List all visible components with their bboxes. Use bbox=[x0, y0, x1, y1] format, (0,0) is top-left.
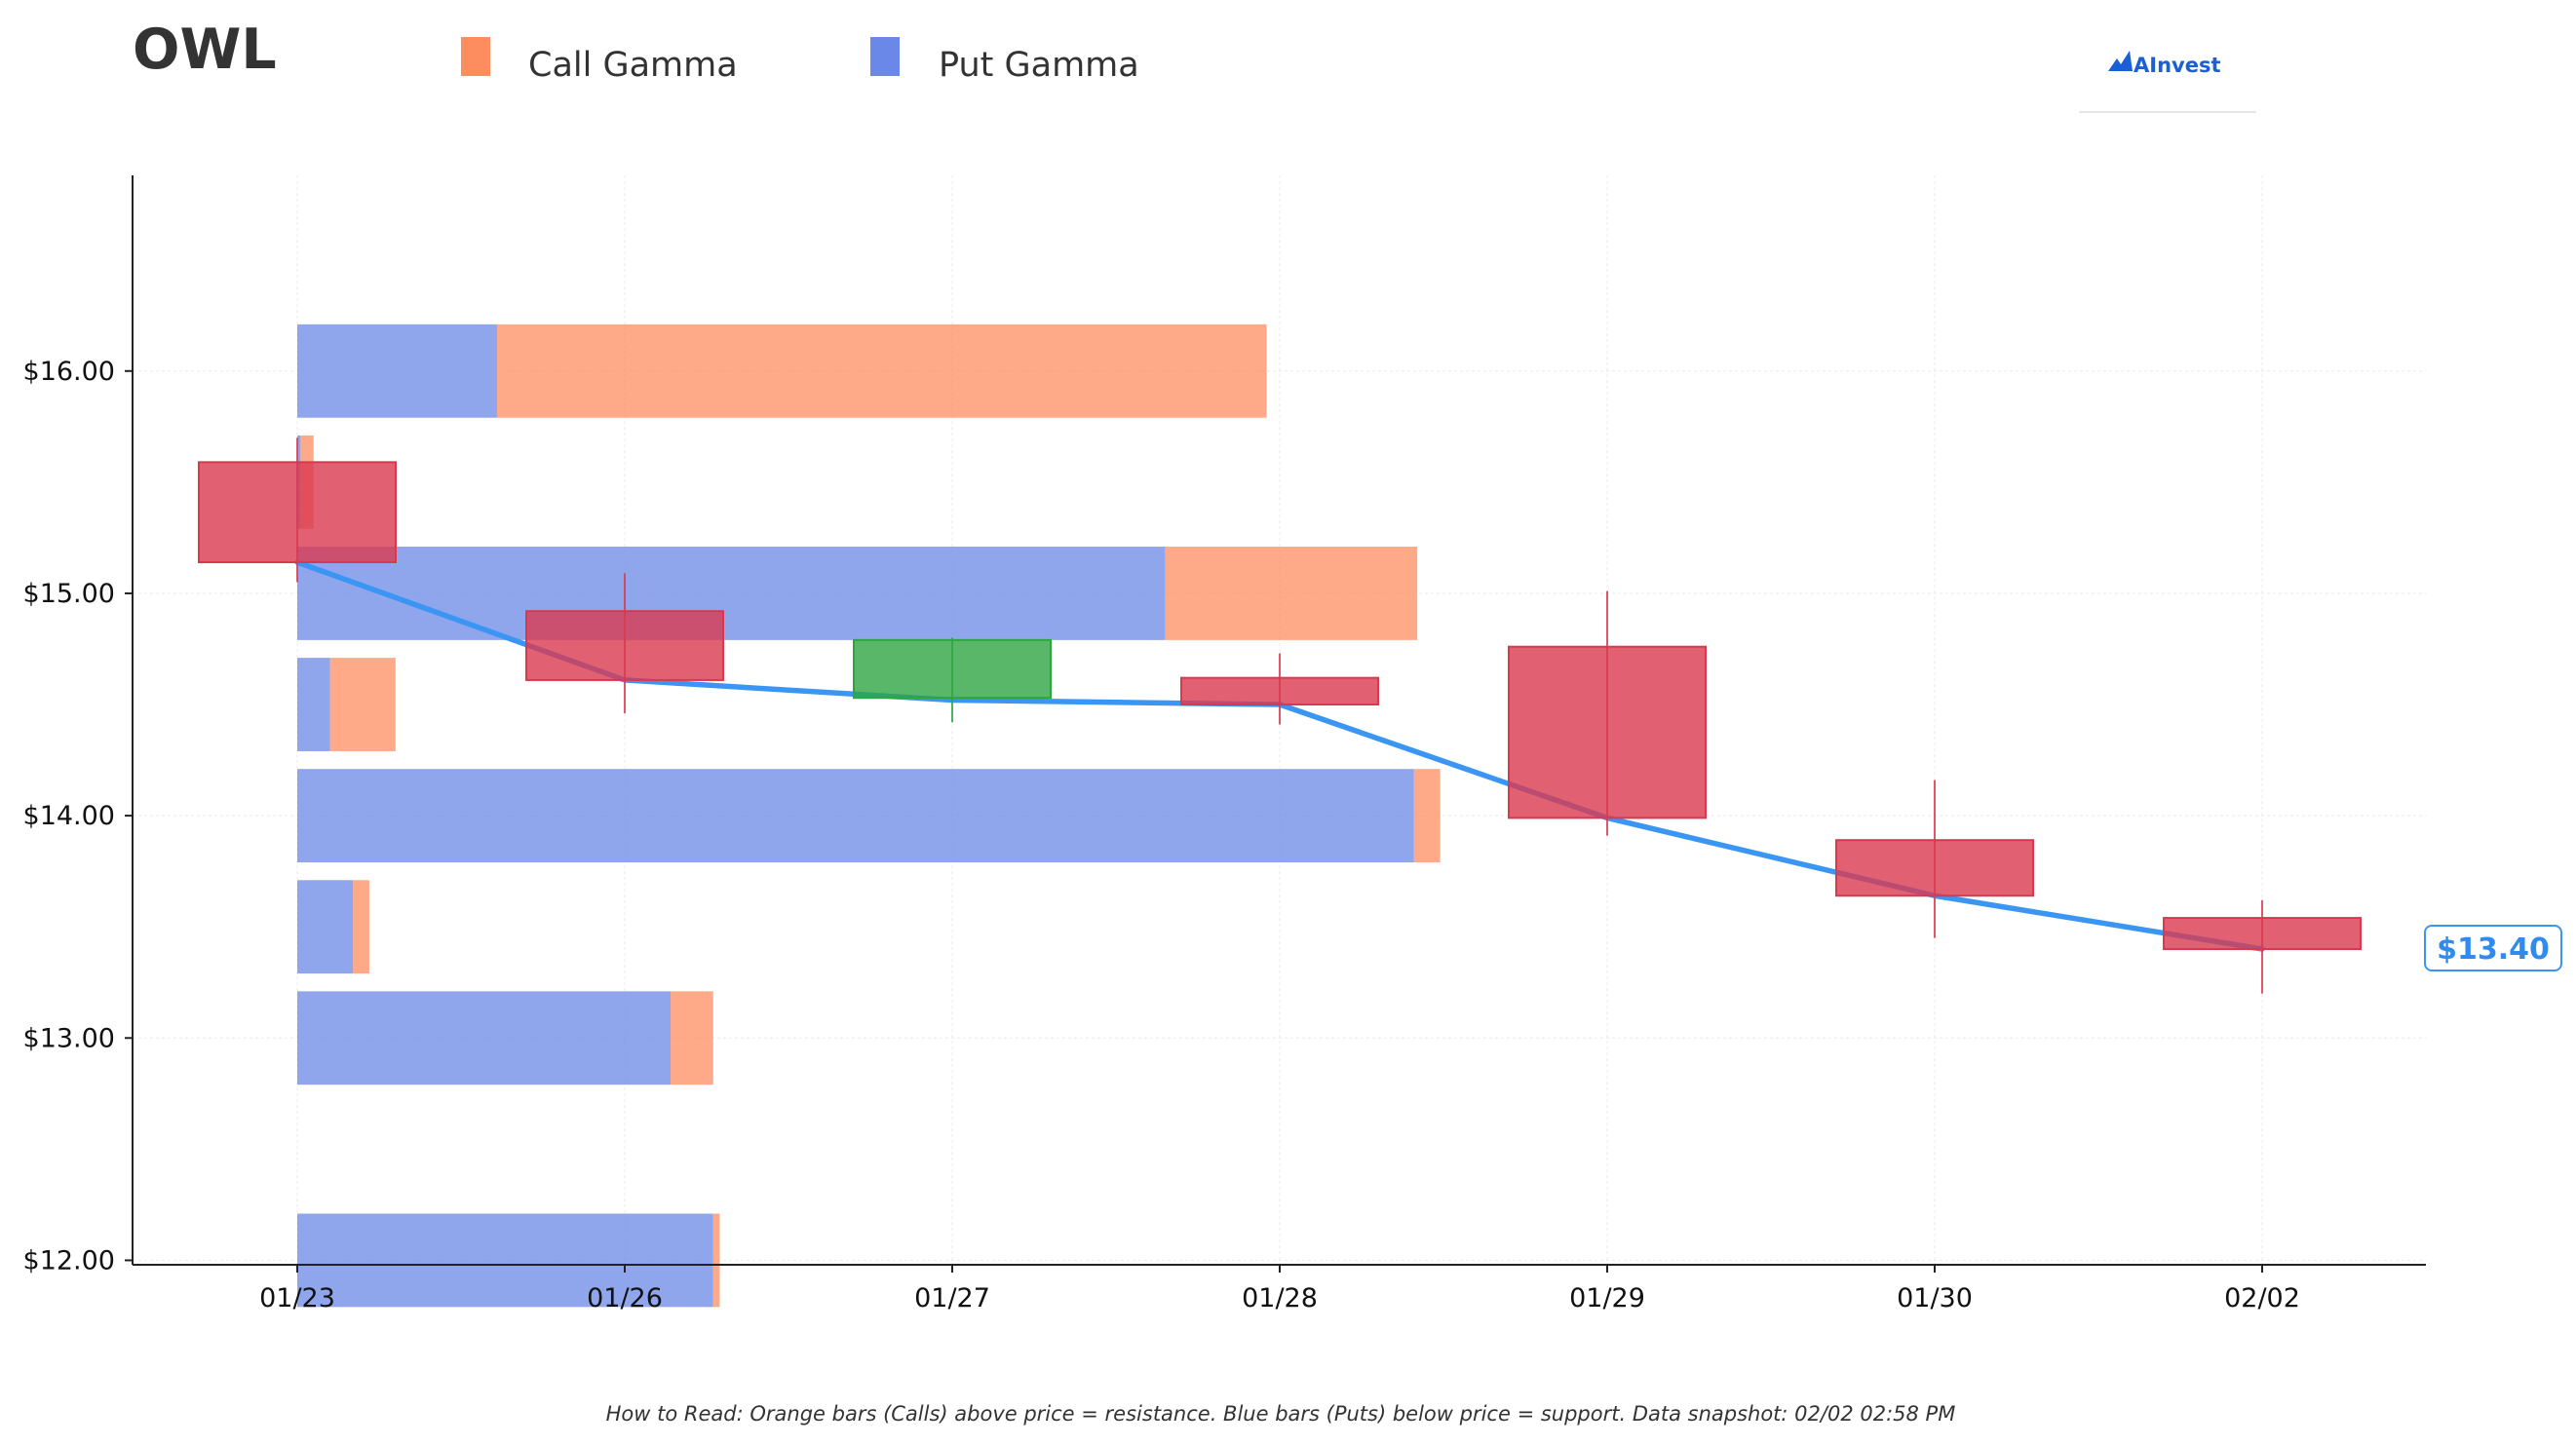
ainvest-logo-text: AInvest bbox=[2134, 54, 2221, 77]
current-price-label: $13.40 bbox=[2437, 932, 2550, 967]
y-tick-label: $15.00 bbox=[23, 579, 115, 609]
call-gamma-legend-label: Call Gamma bbox=[528, 46, 738, 85]
axes: $12.00 $13.00 $14.00 $15.00 $16.00 01/23 01/26… bbox=[23, 175, 2426, 1313]
ticker-title: OWL bbox=[133, 18, 277, 82]
gamma-bars bbox=[297, 323, 1441, 1308]
call-gamma-bar bbox=[496, 323, 1267, 418]
candle-body-down bbox=[1508, 645, 1707, 819]
x-tick-label: 01/23 bbox=[259, 1283, 335, 1313]
y-tick-label: $12.00 bbox=[23, 1245, 115, 1275]
x-tick-label: 01/30 bbox=[1897, 1283, 1973, 1313]
y-tick-label: $16.00 bbox=[23, 357, 115, 387]
call-gamma-legend-swatch bbox=[461, 37, 490, 76]
y-tick-label: $13.00 bbox=[23, 1023, 115, 1053]
put-gamma-bar bbox=[297, 991, 672, 1085]
current-price-tag: $13.40 bbox=[2424, 925, 2562, 972]
y-tick-label: $14.00 bbox=[23, 801, 115, 831]
x-tick-label: 01/26 bbox=[587, 1283, 663, 1313]
call-gamma-bar bbox=[671, 991, 713, 1085]
candle-body-up bbox=[853, 638, 1052, 700]
x-tick-label: 01/27 bbox=[914, 1283, 990, 1313]
put-gamma-bar bbox=[297, 547, 1166, 640]
ainvest-logo-icon bbox=[2108, 51, 2133, 71]
call-gamma-bar bbox=[1165, 547, 1418, 640]
candle-body-down bbox=[1180, 676, 1379, 706]
put-gamma-bar bbox=[297, 658, 330, 751]
current-price-tag-box bbox=[2424, 925, 2562, 972]
x-tick-label: 01/28 bbox=[1242, 1283, 1318, 1313]
put-gamma-bar bbox=[297, 769, 1414, 863]
ainvest-logo: AInvest bbox=[2079, 51, 2256, 113]
candle-body-down bbox=[2163, 917, 2362, 951]
call-gamma-bar bbox=[353, 880, 369, 974]
call-gamma-bar bbox=[712, 1213, 720, 1308]
candle-body-down bbox=[198, 461, 397, 564]
x-tick-label: 02/02 bbox=[2224, 1283, 2300, 1313]
put-gamma-legend-swatch bbox=[870, 37, 900, 76]
put-gamma-bar bbox=[297, 323, 497, 418]
candle-body-down bbox=[1835, 839, 2034, 897]
legend: Call Gamma Put Gamma bbox=[461, 37, 1139, 85]
candlesticks bbox=[198, 438, 2362, 994]
x-tick-label: 01/29 bbox=[1569, 1283, 1645, 1313]
call-gamma-bar bbox=[329, 658, 396, 751]
candle-body-down bbox=[525, 610, 724, 681]
put-gamma-bar bbox=[297, 1213, 713, 1308]
put-gamma-bar bbox=[297, 880, 354, 974]
put-gamma-legend-label: Put Gamma bbox=[939, 46, 1139, 85]
call-gamma-bar bbox=[1413, 769, 1441, 863]
footer-note: How to Read: Orange bars (Calls) above p… bbox=[606, 1402, 1956, 1426]
